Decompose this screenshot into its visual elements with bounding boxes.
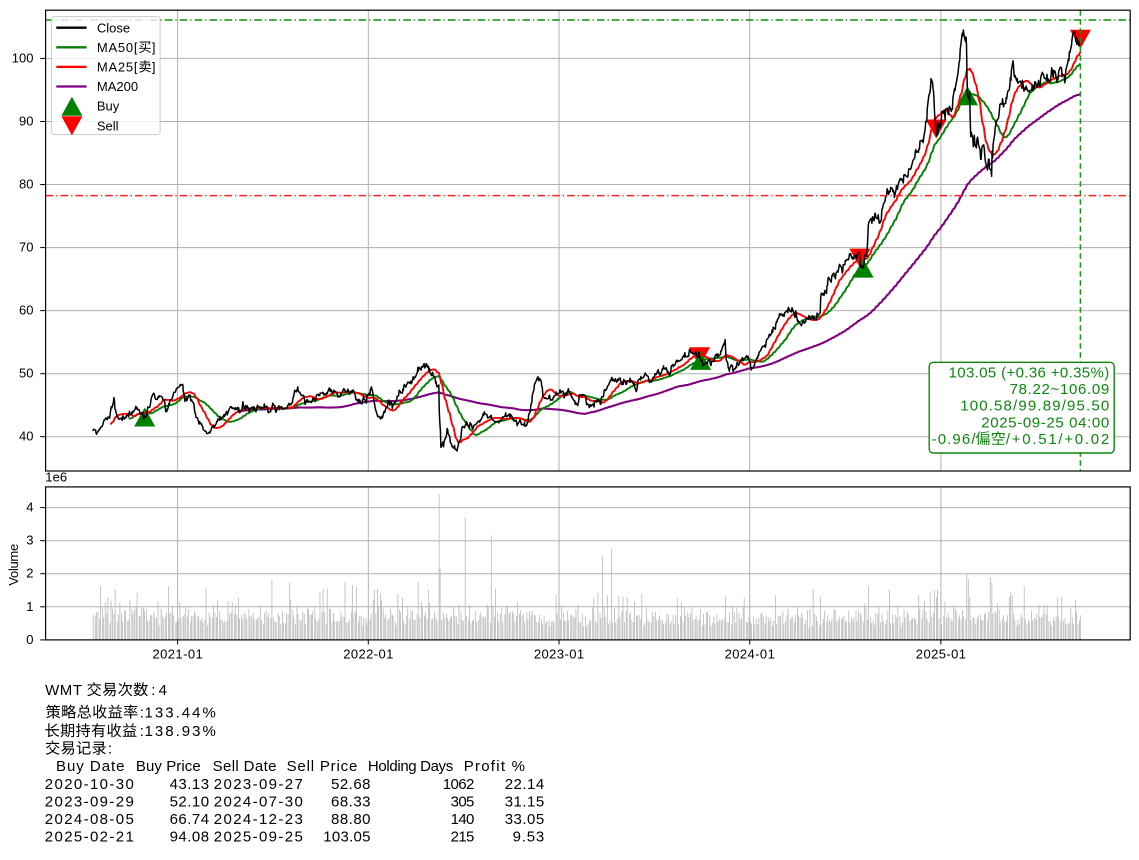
svg-text:103.05: 103.05 (323, 829, 370, 846)
svg-text:MA50[: MA50[ (97, 40, 138, 55)
svg-text:2025-09-25: 2025-09-25 (214, 829, 303, 846)
svg-text::: : (140, 704, 144, 721)
svg-text:78.22~106.09: 78.22~106.09 (1010, 381, 1110, 398)
svg-text:140: 140 (451, 811, 475, 828)
svg-text:52.10: 52.10 (170, 793, 210, 810)
svg-text:Profit %: Profit % (464, 758, 525, 775)
svg-text:88.80: 88.80 (331, 811, 371, 828)
svg-text:]: ] (152, 60, 156, 75)
svg-text:2024-12-23: 2024-12-23 (214, 811, 303, 828)
svg-text:50: 50 (19, 366, 33, 381)
svg-text:68.33: 68.33 (331, 793, 371, 810)
svg-text::: : (151, 682, 155, 699)
svg-text:2021-01: 2021-01 (153, 647, 203, 662)
svg-text:31.15: 31.15 (505, 793, 545, 810)
svg-text:2: 2 (26, 566, 33, 581)
svg-text:Close: Close (97, 20, 130, 35)
svg-text::: : (108, 741, 112, 758)
svg-text:60: 60 (19, 303, 33, 318)
svg-text:2023-09-29: 2023-09-29 (45, 793, 134, 810)
svg-text:2022-01: 2022-01 (343, 647, 393, 662)
svg-text:4: 4 (159, 682, 167, 699)
svg-text:22.14: 22.14 (505, 776, 545, 793)
svg-text:Sell Date: Sell Date (213, 758, 277, 775)
svg-text:Sell Price: Sell Price (287, 758, 358, 775)
svg-text:2024-01: 2024-01 (725, 647, 775, 662)
svg-text:3: 3 (26, 533, 33, 548)
svg-text:80: 80 (19, 177, 33, 192)
svg-text:1e6: 1e6 (45, 469, 67, 484)
svg-text:1062: 1062 (443, 776, 475, 793)
svg-text:WMT: WMT (45, 682, 82, 699)
svg-text:Buy: Buy (97, 99, 120, 114)
svg-text:33.05: 33.05 (505, 811, 545, 828)
svg-text:]: ] (152, 40, 156, 55)
svg-text::: : (140, 723, 144, 740)
svg-text:52.68: 52.68 (331, 776, 371, 793)
svg-text:2023-09-27: 2023-09-27 (214, 776, 303, 793)
svg-text:9.53: 9.53 (513, 829, 545, 846)
svg-text:2020-10-30: 2020-10-30 (45, 776, 134, 793)
svg-text:66.74: 66.74 (170, 811, 210, 828)
svg-text:2023-01: 2023-01 (534, 647, 584, 662)
svg-text:43.13: 43.13 (170, 776, 210, 793)
svg-text:40: 40 (19, 429, 33, 444)
svg-text:4: 4 (26, 500, 33, 515)
svg-text:/+0.51/+0.02: /+0.51/+0.02 (1006, 431, 1109, 448)
svg-text:1: 1 (26, 599, 33, 614)
svg-text:MA25[: MA25[ (97, 60, 138, 75)
svg-text:Volume: Volume (6, 544, 21, 586)
svg-text:2025-09-25 04:00: 2025-09-25 04:00 (981, 414, 1109, 431)
svg-text:-0.96/: -0.96/ (932, 431, 977, 448)
svg-text:100: 100 (12, 50, 34, 65)
svg-text:Sell: Sell (97, 118, 119, 133)
svg-text:215: 215 (451, 829, 475, 846)
svg-text:94.08: 94.08 (170, 829, 210, 846)
svg-text:305: 305 (451, 793, 475, 810)
svg-text:103.05 (+0.36 +0.35%): 103.05 (+0.36 +0.35%) (949, 365, 1110, 382)
svg-text:2025-01: 2025-01 (916, 647, 966, 662)
svg-text:70: 70 (19, 240, 33, 255)
svg-text:100.58/99.89/95.50: 100.58/99.89/95.50 (960, 398, 1109, 415)
svg-text:MA200: MA200 (97, 79, 138, 94)
svg-text:2024-08-05: 2024-08-05 (45, 811, 134, 828)
svg-text:2025-02-21: 2025-02-21 (45, 829, 134, 846)
svg-text:Buy Date: Buy Date (56, 758, 125, 775)
svg-text:2024-07-30: 2024-07-30 (214, 793, 303, 810)
svg-text:Holding Days: Holding Days (368, 758, 453, 775)
svg-text:90: 90 (19, 114, 33, 129)
svg-text:Buy Price: Buy Price (136, 758, 201, 775)
svg-text:0: 0 (26, 632, 33, 647)
